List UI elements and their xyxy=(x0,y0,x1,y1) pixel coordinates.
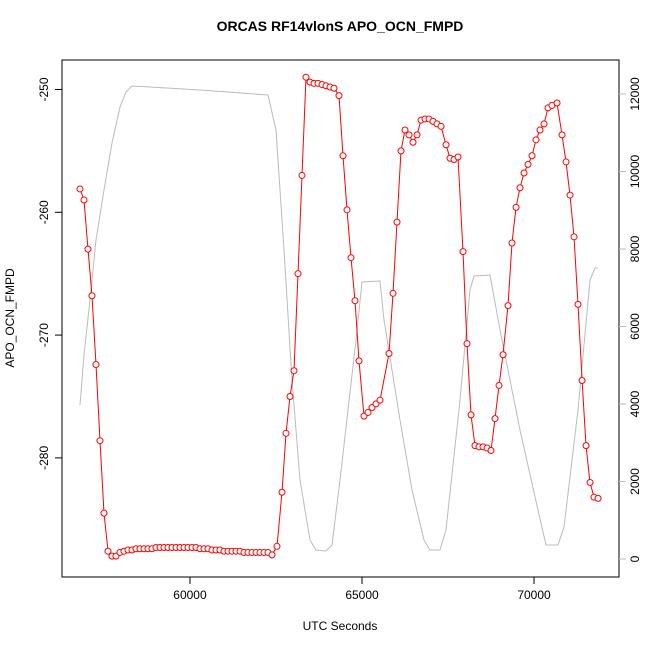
data-point xyxy=(413,131,421,139)
data-point xyxy=(282,429,290,437)
data-point xyxy=(508,239,516,247)
data-point xyxy=(454,153,462,161)
y-tick-label: -250 xyxy=(37,77,51,101)
data-point xyxy=(437,122,445,130)
data-point xyxy=(562,158,570,166)
data-point xyxy=(528,152,536,160)
data-point xyxy=(268,551,276,559)
data-point xyxy=(290,367,298,375)
data-point xyxy=(76,185,84,193)
data-point xyxy=(516,184,524,192)
chart-title: ORCAS RF14vlonS APO_OCN_FMPD xyxy=(217,18,464,34)
data-point xyxy=(298,171,306,179)
data-point xyxy=(100,509,108,517)
data-point xyxy=(532,136,540,144)
data-point xyxy=(88,292,96,300)
series-line xyxy=(79,85,598,552)
data-point xyxy=(96,437,104,445)
data-point xyxy=(540,120,548,128)
data-point xyxy=(389,289,397,297)
plot-box xyxy=(61,59,620,578)
data-point xyxy=(566,191,574,199)
x-tick-label: 60000 xyxy=(173,588,207,602)
data-point xyxy=(397,147,405,155)
data-point xyxy=(495,381,503,389)
y2-tick-label: 2000 xyxy=(628,468,642,495)
data-point xyxy=(347,254,355,262)
data-point xyxy=(330,84,338,92)
y2-tick-label: 10000 xyxy=(628,154,642,188)
data-point xyxy=(351,297,359,305)
data-point xyxy=(405,131,413,139)
data-point xyxy=(294,270,302,278)
data-point xyxy=(92,361,100,369)
data-point xyxy=(553,99,561,107)
data-point xyxy=(499,351,507,359)
data-point xyxy=(524,160,532,168)
data-point xyxy=(393,218,401,226)
data-point xyxy=(574,300,582,308)
data-point xyxy=(578,377,586,385)
y-tick-label: -280 xyxy=(37,446,51,470)
data-point xyxy=(520,169,528,177)
y-axis-label: APO_OCN_FMPD xyxy=(3,268,17,368)
x-axis-label: UTC Seconds xyxy=(303,619,378,633)
y-tick-label: -270 xyxy=(37,323,51,347)
data-point xyxy=(512,203,520,211)
data-point xyxy=(491,415,499,423)
data-point xyxy=(273,542,281,550)
y2-tick-label: 8000 xyxy=(628,235,642,262)
data-point xyxy=(339,152,347,160)
data-point xyxy=(84,245,92,253)
data-point xyxy=(459,248,467,256)
data-point xyxy=(504,302,512,310)
data-point xyxy=(467,411,475,419)
y2-tick-label: 0 xyxy=(628,555,642,562)
y-tick-label: -260 xyxy=(37,200,51,224)
x-tick-label: 65000 xyxy=(345,588,379,602)
data-point xyxy=(409,138,417,146)
data-point xyxy=(335,92,343,100)
data-point xyxy=(558,131,566,139)
data-point xyxy=(594,494,602,502)
data-point xyxy=(355,357,363,365)
data-point xyxy=(586,478,594,486)
data-point xyxy=(570,233,578,241)
data-point xyxy=(376,396,384,404)
data-point xyxy=(278,488,286,496)
y2-tick-label: 12000 xyxy=(628,77,642,111)
data-point xyxy=(343,206,351,214)
data-point xyxy=(104,547,112,555)
data-point xyxy=(80,196,88,204)
data-point xyxy=(302,73,310,81)
data-point xyxy=(401,126,409,134)
data-point xyxy=(582,442,590,450)
x-tick-label: 70000 xyxy=(517,588,551,602)
data-point xyxy=(487,447,495,455)
data-point xyxy=(536,126,544,134)
data-point xyxy=(364,408,372,416)
data-point xyxy=(286,392,294,400)
data-point xyxy=(442,141,450,149)
y2-tick-label: 6000 xyxy=(628,313,642,340)
data-point xyxy=(463,340,471,348)
data-point xyxy=(385,349,393,357)
y2-tick-label: 4000 xyxy=(628,390,642,417)
